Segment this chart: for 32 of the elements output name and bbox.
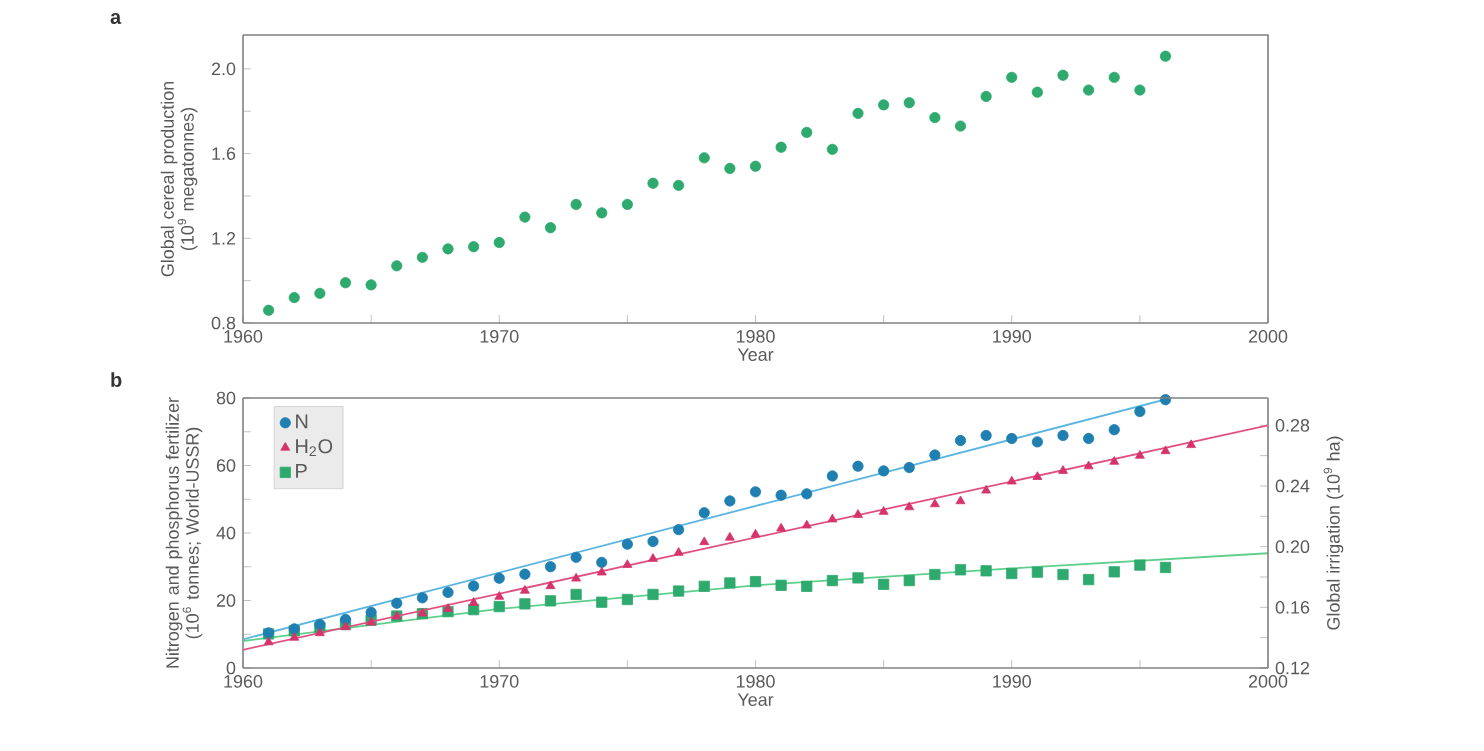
x-tick-label: 1960 [224,330,263,343]
y-tick-label: 80 [216,391,236,405]
x-tick-label: 1970 [480,675,519,688]
x-axis-title: Year [737,693,774,706]
x-tick-label: 1970 [480,330,519,343]
text: b [111,372,122,387]
y-tick-label: 60 [216,459,236,472]
y2-tick-label: 0.16 [1275,600,1310,614]
x-tick-label: 2000 [1248,675,1288,688]
y2-tick-label: 0.24 [1275,479,1310,493]
legend-label: N [296,414,308,429]
x-tick-label: 1960 [224,675,263,688]
y2-tick-label: 0.12 [1275,661,1310,675]
x-tick-label: 1980 [736,675,775,688]
x-axis-title: Year [737,348,774,361]
y-tick-label: 40 [216,526,236,540]
y-tick-label: 0 [226,661,236,675]
x-tick-label: 2000 [1248,330,1288,343]
y2-tick-label: 0.20 [1275,540,1310,554]
y2-tick-label: 0.28 [1275,418,1310,432]
x-tick-label: 1990 [993,330,1031,343]
y2-axis-title: Global irrigation (10$^{9}$ ha) [1323,436,1344,630]
legend-label: H$_{2}$O [296,439,333,457]
x-tick-label: 1980 [736,330,775,343]
y-tick-label: 1.6 [212,147,236,160]
text: a [110,13,122,24]
y-tick-label: 0.8 [211,316,236,330]
y-tick-label: 1.2 [212,232,236,245]
y-tick-label: 2.0 [211,62,236,76]
y-tick-label: 20 [216,594,236,607]
legend-label: P [296,464,307,478]
x-tick-label: 1990 [993,675,1031,688]
